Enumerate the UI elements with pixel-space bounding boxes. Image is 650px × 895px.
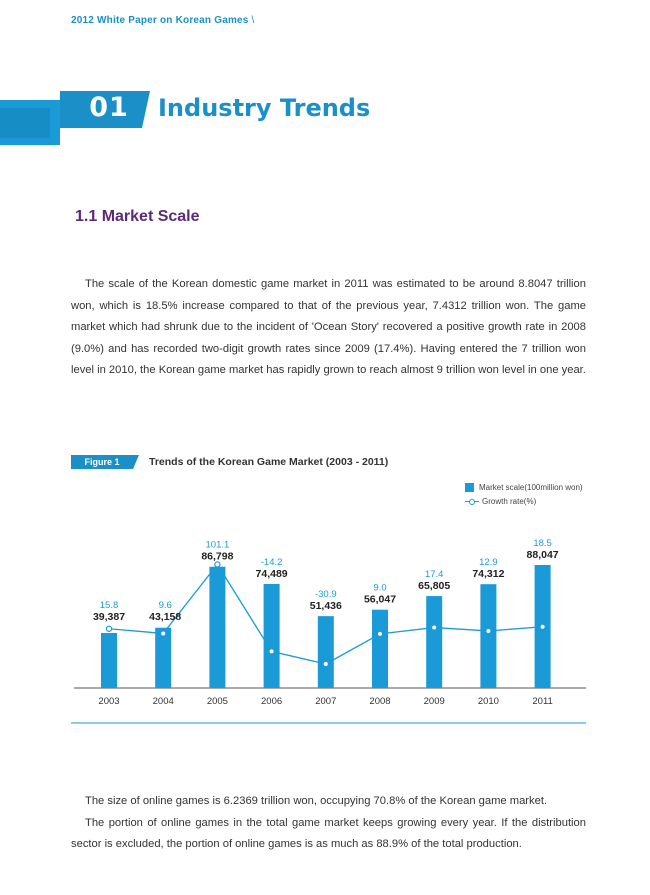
bar-value-label-2008: 56,047 [364, 594, 396, 606]
bar-2005 [209, 566, 226, 688]
header-slash-decoration: \ [248, 15, 255, 26]
growth-rate-line [108, 563, 543, 665]
bar-2009 [426, 596, 443, 688]
growth-rate-label-2003: 15.8 [100, 600, 119, 611]
running-header-text: 2012 White Paper on Korean Games [71, 15, 249, 26]
growth-rate-label-2005: 101.1 [206, 540, 230, 551]
x-tick-label-2007: 2007 [315, 696, 336, 707]
x-tick-label-2009: 2009 [424, 696, 445, 707]
figure-badge: Figure 1 [71, 455, 139, 469]
bar-2006 [263, 583, 280, 688]
bar-value-label-2007: 51,436 [310, 600, 342, 612]
growth-rate-label-2010: 12.9 [479, 557, 498, 568]
outro-paragraphs: The size of online games is 6.2369 trill… [71, 791, 586, 856]
bar-2003 [101, 632, 117, 688]
legend-label-growth-rate: Growth rate(%) [482, 496, 537, 506]
outro-paragraph-1: The size of online games is 6.2369 trill… [85, 795, 548, 807]
chapter-title: Industry Trends [158, 94, 371, 122]
growth-rate-label-2008: 9.0 [373, 583, 386, 594]
x-tick-label-2004: 2004 [153, 696, 174, 707]
bar-value-label-2011: 88,047 [527, 549, 559, 561]
growth-point-2004 [159, 630, 167, 637]
chapter-banner-graphic [0, 91, 150, 145]
bar-2007 [317, 616, 334, 688]
line-marker-icon [465, 497, 479, 506]
legend-label-market-scale: Market scale(100million won) [479, 482, 583, 492]
chart-legend: Market scale(100million won) Growth rate… [465, 480, 583, 508]
growth-rate-label-2009: 17.4 [425, 569, 444, 580]
growth-point-2003 [105, 625, 113, 632]
bar-value-label-2010: 74,312 [472, 568, 504, 580]
growth-point-2007 [322, 660, 329, 668]
bar-2004 [155, 627, 172, 688]
growth-rate-label-2007: -30.9 [315, 589, 337, 600]
legend-item-growth-rate: Growth rate(%) [465, 494, 583, 508]
intro-paragraph-text: The scale of the Korean domestic game ma… [71, 278, 586, 377]
bar-swatch-icon [465, 482, 474, 492]
x-tick-label-2005: 2005 [207, 696, 228, 707]
chapter-number: 01 [89, 92, 129, 123]
bar-2008 [372, 609, 388, 688]
bar-value-label-2009: 65,805 [418, 580, 450, 592]
x-tick-label-2003: 2003 [98, 696, 119, 707]
growth-point-2011 [539, 623, 546, 630]
bar-value-label-2005: 86,798 [201, 551, 233, 563]
intro-paragraph: The scale of the Korean domestic game ma… [71, 274, 586, 382]
x-tick-label-2010: 2010 [478, 696, 499, 707]
x-tick-label-2006: 2006 [261, 696, 282, 707]
growth-point-2006 [268, 648, 275, 655]
bar-value-label-2003: 39,387 [93, 611, 125, 623]
outro-paragraph-2: The portion of online games in the total… [71, 816, 586, 851]
growth-rate-label-2004: 9.6 [159, 600, 172, 611]
figure-title: Trends of the Korean Game Market (2003 -… [149, 456, 389, 468]
running-header: 2012 White Paper on Korean Games \ [71, 15, 255, 26]
growth-point-2005 [214, 561, 221, 568]
legend-item-market-scale: Market scale(100million won) [465, 480, 583, 494]
bar-value-label-2004: 43,158 [149, 611, 181, 623]
growth-point-2010 [485, 627, 492, 635]
growth-rate-label-2011: 18.5 [533, 538, 552, 549]
growth-rate-label-2006: -14.2 [261, 557, 283, 568]
bar-value-label-2006: 74,489 [256, 568, 288, 580]
growth-point-2008 [376, 630, 384, 638]
bar-2011 [534, 565, 551, 688]
x-tick-label-2008: 2008 [369, 696, 390, 707]
bar-2010 [480, 584, 497, 688]
growth-point-2009 [431, 624, 438, 631]
x-tick-label-2011: 2011 [532, 696, 552, 707]
section-title: 1.1 Market Scale [75, 208, 200, 225]
